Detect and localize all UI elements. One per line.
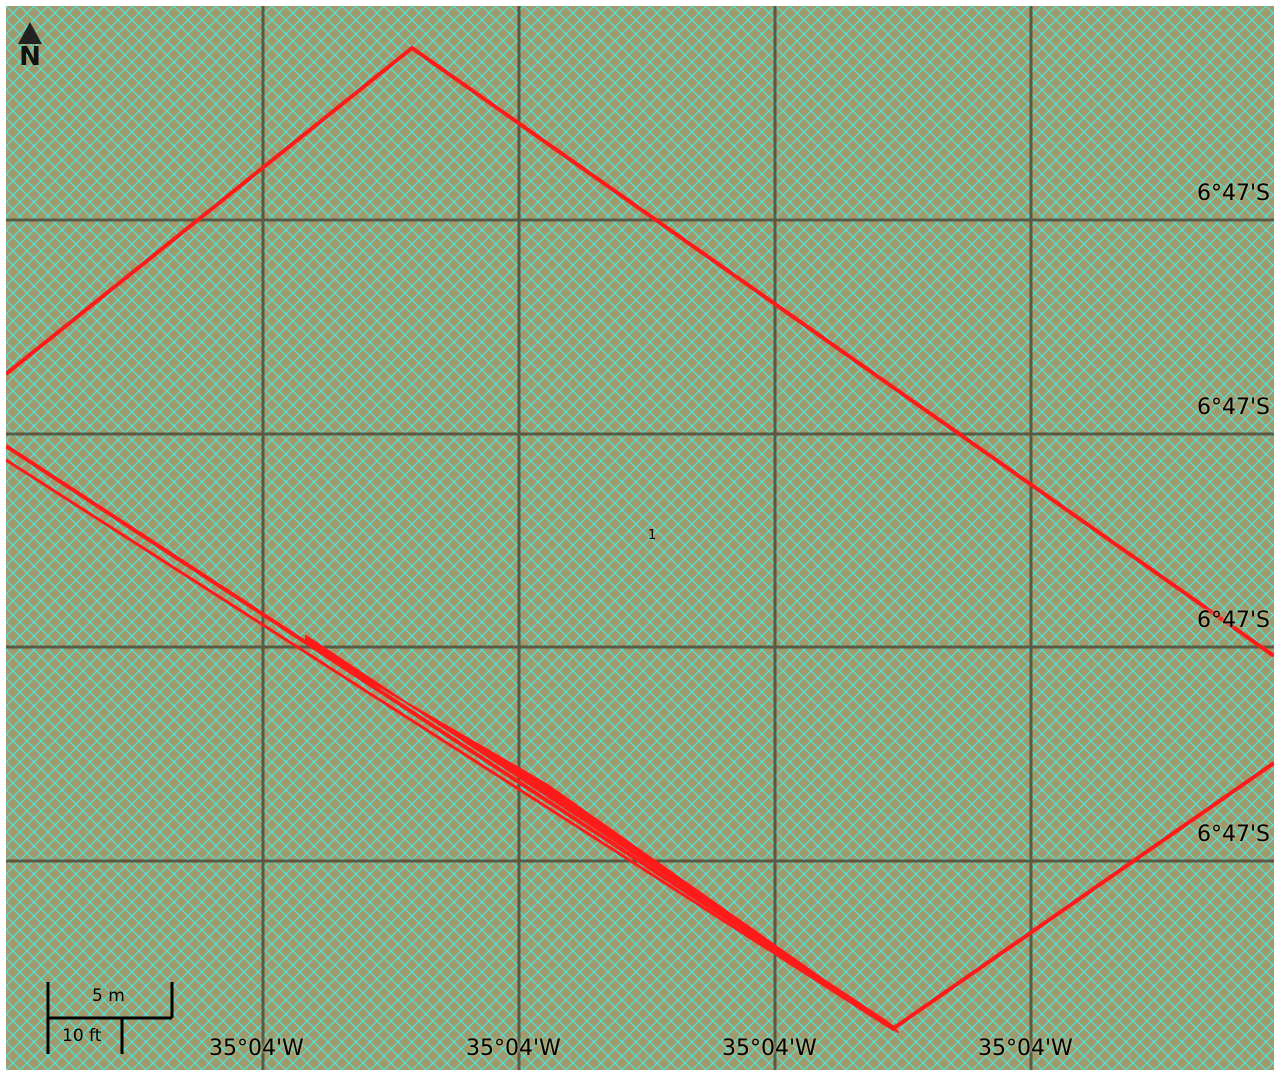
longitude-label: 35°04'W [209, 1036, 304, 1061]
hatch-overlay [6, 6, 1274, 1070]
north-arrow-icon [16, 20, 44, 70]
longitude-label: 35°04'W [722, 1036, 817, 1061]
latitude-label: 6°47'S [1196, 608, 1270, 633]
longitude-label: 35°04'W [978, 1036, 1073, 1061]
feature-label: 1 [648, 528, 657, 543]
graticule-lines [6, 6, 1274, 1070]
latitude-label: 6°47'S [1196, 822, 1270, 847]
parcel-boundary[interactable] [6, 46, 1274, 1033]
scale-imperial-label: 10 ft [62, 1026, 102, 1046]
latitude-label: 6°47'S [1196, 181, 1270, 206]
boundary-south-edge-b [6, 458, 895, 1032]
boundary-overlap-sliver [305, 635, 899, 1033]
scale-metric-label: 5 m [92, 986, 125, 1006]
map-canvas[interactable] [6, 6, 1274, 1070]
scale-bar-graphic [46, 982, 174, 1054]
north-label: N [19, 42, 41, 72]
scale-bar: 5 m 10 ft [44, 978, 184, 1058]
longitude-label: 35°04'W [466, 1036, 561, 1061]
map-viewport[interactable]: N 6°47'S 6°47'S 6°47'S 6°47'S 35°04'W 35… [6, 6, 1274, 1070]
boundary-north-edges [6, 46, 1274, 658]
latitude-label: 6°47'S [1196, 395, 1270, 420]
